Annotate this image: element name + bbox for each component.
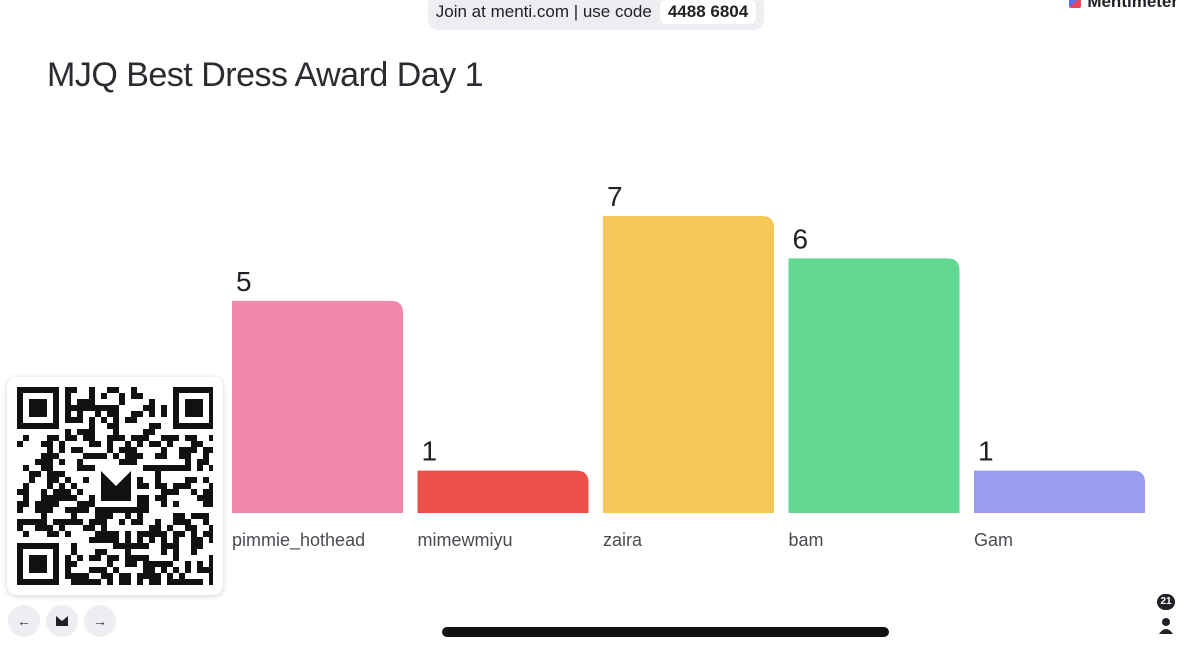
bar-pimmie_hothead (232, 300, 403, 513)
qr-code-icon (17, 387, 213, 585)
value-label-pimmie_hothead: 5 (236, 266, 252, 297)
category-label-Gam: Gam (974, 530, 1013, 550)
menu-button[interactable] (46, 605, 78, 637)
previous-slide-button[interactable]: ← (8, 605, 40, 637)
qr-code-card (7, 377, 223, 595)
mentimeter-brand: Mentimeter (1069, 0, 1178, 12)
join-banner: Join at menti.com | use code 4488 6804 (428, 0, 764, 30)
value-label-mimewmiyu: 1 (422, 436, 438, 467)
bar-bam (788, 258, 960, 513)
participants-indicator[interactable]: 21 (1152, 594, 1180, 638)
category-label-pimmie_hothead: pimmie_hothead (232, 530, 365, 551)
slide-title: MJQ Best Dress Award Day 1 (47, 56, 484, 94)
participant-count: 21 (1157, 594, 1175, 610)
brand-name: Mentimeter (1087, 0, 1178, 11)
join-text: Join at menti.com | use code (435, 2, 652, 21)
category-label-mimewmiyu: mimewmiyu (418, 530, 513, 550)
mentimeter-logo-icon (1069, 0, 1082, 8)
category-label-zaira: zaira (603, 530, 643, 550)
arrow-left-icon: ← (17, 613, 31, 629)
mentimeter-m-icon (56, 616, 68, 626)
join-code: 4488 6804 (659, 0, 757, 24)
bar-zaira (603, 216, 774, 513)
person-icon (1159, 618, 1173, 634)
value-label-zaira: 7 (607, 181, 623, 212)
home-indicator (442, 627, 889, 637)
bar-mimewmiyu (417, 470, 589, 513)
bar-Gam (974, 470, 1145, 513)
category-label-bam: bam (789, 530, 824, 550)
next-slide-button[interactable]: → (84, 605, 116, 637)
arrow-right-icon: → (93, 613, 107, 629)
value-label-Gam: 1 (978, 436, 994, 467)
value-label-bam: 6 (793, 223, 809, 254)
